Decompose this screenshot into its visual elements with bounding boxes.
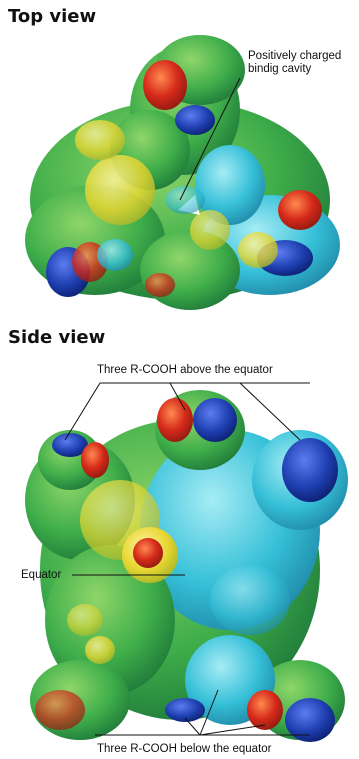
below-equator-label: Three R-COOH below the equator xyxy=(97,743,272,755)
top-view-molecule xyxy=(25,35,340,310)
cavity-label-line1: Positively charged xyxy=(248,50,342,62)
above-equator-pointers xyxy=(64,382,310,441)
side-view-heading: Side view xyxy=(8,327,106,348)
below-equator-pointers xyxy=(95,689,310,736)
top-view-heading: Top view xyxy=(8,6,97,27)
cavity-pointer-line xyxy=(179,77,241,201)
cavity-label-line2: bindig cavity xyxy=(248,63,312,75)
equator-label: Equator xyxy=(21,569,62,581)
side-view-molecule xyxy=(25,390,348,742)
above-equator-label: Three R-COOH above the equator xyxy=(97,364,273,376)
